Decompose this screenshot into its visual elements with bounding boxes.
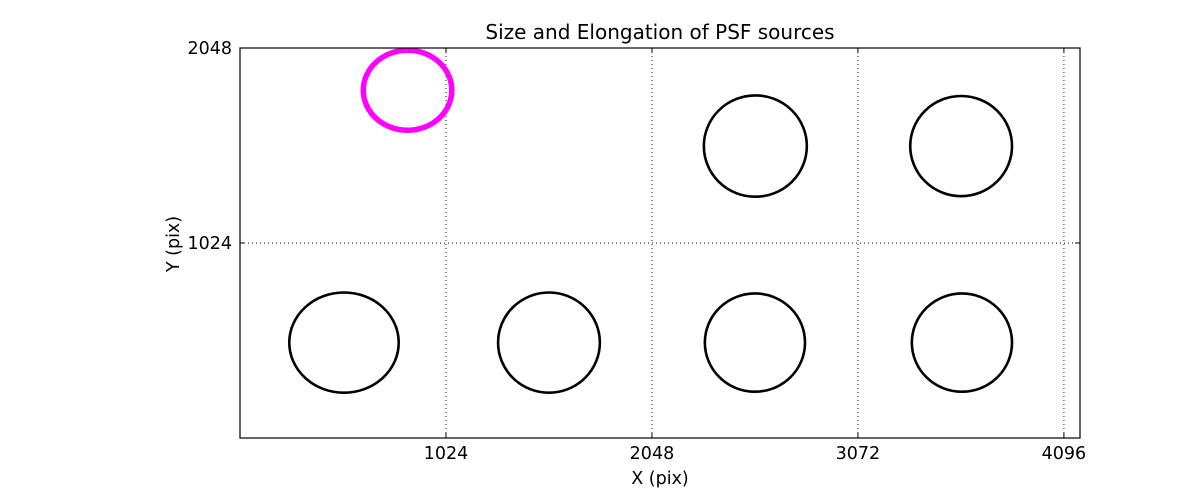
y-axis-label: Y (pix)	[164, 215, 184, 273]
x-tick-label: 2048	[630, 444, 675, 464]
psf-source-ellipse	[910, 292, 1014, 394]
x-axis-label: X (pix)	[631, 469, 689, 489]
psf-source-ellipse	[287, 291, 401, 394]
x-tick-label: 1024	[424, 444, 469, 464]
x-tick-label: 4096	[1042, 444, 1087, 464]
psf-source-ellipse	[496, 291, 602, 394]
y-tick-label: 2048	[187, 39, 232, 59]
psf-source-ellipse	[703, 292, 807, 394]
x-tick-label: 3072	[836, 444, 881, 464]
chart-title: Size and Elongation of PSF sources	[485, 20, 835, 44]
psf-source-ellipse	[908, 94, 1014, 198]
y-tick-label: 1024	[187, 234, 232, 254]
psf-source-ellipse	[702, 94, 809, 199]
psf-source-ellipse-highlighted	[360, 47, 455, 134]
